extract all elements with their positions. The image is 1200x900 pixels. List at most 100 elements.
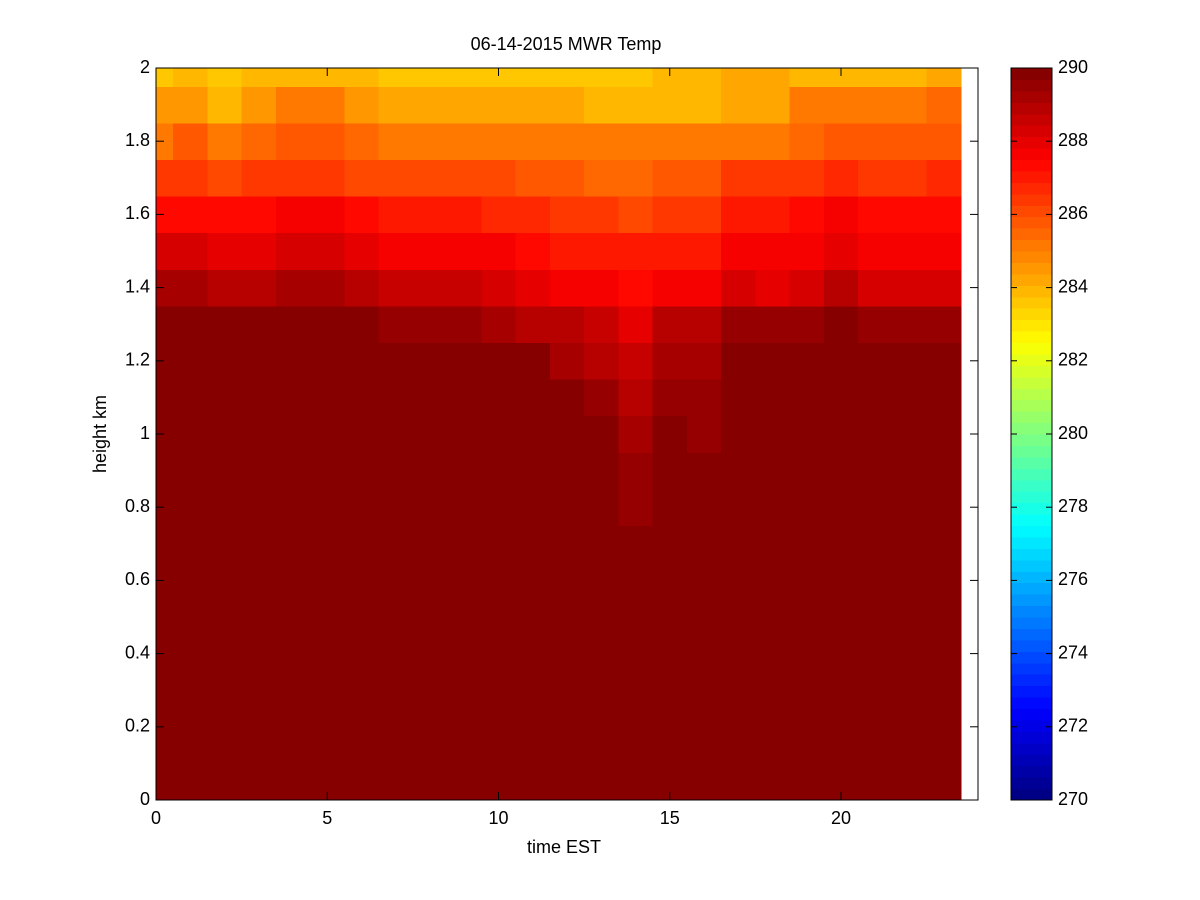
- heatmap-cell: [755, 525, 791, 563]
- heatmap-cell: [618, 379, 654, 417]
- heatmap-cell: [344, 745, 380, 783]
- heatmap-cell: [823, 86, 859, 124]
- heatmap-cell: [858, 305, 893, 343]
- heatmap-cell: [686, 269, 722, 307]
- heatmap-cell: [207, 562, 243, 600]
- heatmap-cell: [275, 452, 311, 490]
- heatmap-cell: [755, 562, 791, 600]
- heatmap-cell: [823, 635, 859, 673]
- x-tick-label: 0: [151, 808, 161, 828]
- heatmap-cell: [721, 269, 756, 307]
- heatmap-cell: [481, 745, 517, 783]
- colorbar-swatch: [1011, 445, 1052, 458]
- heatmap-cell: [447, 635, 482, 673]
- heatmap-cell: [926, 86, 962, 124]
- heatmap-cell: [412, 745, 448, 783]
- heatmap-cell: [721, 305, 756, 343]
- heatmap-cell: [549, 232, 585, 270]
- heatmap-cell: [447, 708, 482, 746]
- heatmap-cell: [378, 745, 414, 783]
- colorbar-swatch: [1011, 342, 1052, 355]
- heatmap-cell: [447, 562, 482, 600]
- heatmap-cell: [515, 671, 551, 709]
- heatmap-cell: [378, 232, 414, 270]
- x-tick-label: 5: [322, 808, 332, 828]
- heatmap-cell: [789, 525, 825, 563]
- colorbar-tick-label: 272: [1058, 716, 1088, 736]
- heatmap-cell: [789, 232, 825, 270]
- heatmap-cell: [412, 122, 448, 160]
- heatmap-cell: [207, 415, 243, 453]
- colorbar-tick-label: 282: [1058, 350, 1088, 370]
- heatmap-cell: [823, 122, 859, 160]
- colorbar-swatch: [1011, 777, 1052, 790]
- heatmap-cell: [789, 68, 825, 87]
- heatmap-cell: [549, 342, 585, 380]
- heatmap-cell: [344, 305, 380, 343]
- heatmap-cell: [241, 122, 277, 160]
- heatmap-cell: [721, 708, 756, 746]
- heatmap-cell: [173, 68, 208, 87]
- heatmap-cell: [515, 379, 551, 417]
- heatmap-cell: [618, 488, 654, 526]
- heatmap-cell: [378, 598, 414, 636]
- heatmap-cell: [549, 781, 585, 801]
- colorbar-swatch: [1011, 434, 1052, 446]
- colorbar-swatch: [1011, 331, 1052, 343]
- heatmap-cell: [892, 671, 928, 709]
- heatmap-cell: [310, 598, 345, 636]
- colorbar-swatch: [1011, 170, 1052, 183]
- heatmap-cell: [207, 379, 243, 417]
- heatmap-cell: [412, 159, 448, 197]
- heatmap-cell: [652, 342, 688, 380]
- heatmap-cell: [892, 525, 928, 563]
- heatmap-cell: [156, 488, 174, 526]
- heatmap-cell: [721, 159, 756, 197]
- heatmap-cell: [686, 598, 722, 636]
- heatmap-cell: [412, 232, 448, 270]
- heatmap-cell: [173, 232, 208, 270]
- heatmap-cell: [789, 708, 825, 746]
- heatmap-cell: [275, 708, 311, 746]
- heatmap-cell: [652, 598, 688, 636]
- heatmap-cell: [584, 196, 619, 234]
- heatmap-cell: [926, 68, 962, 87]
- heatmap-cell: [173, 196, 208, 234]
- heatmap-cell: [378, 122, 414, 160]
- heatmap-cell: [156, 525, 174, 563]
- heatmap-cell: [755, 452, 791, 490]
- heatmap-cell: [207, 122, 243, 160]
- heatmap-cell: [173, 159, 208, 197]
- heatmap-cell: [481, 671, 517, 709]
- heatmap-cell: [926, 635, 962, 673]
- heatmap-cell: [721, 745, 756, 783]
- heatmap-cell: [652, 122, 688, 160]
- heatmap-cell: [275, 379, 311, 417]
- heatmap-cell: [447, 488, 482, 526]
- heatmap-cell: [584, 708, 619, 746]
- colorbar-swatch: [1011, 536, 1052, 549]
- heatmap-cell: [241, 379, 277, 417]
- colorbar-swatch: [1011, 388, 1052, 401]
- heatmap-cell: [823, 379, 859, 417]
- heatmap-cell: [892, 196, 928, 234]
- y-tick-label: 2: [140, 57, 150, 77]
- heatmap-cell: [344, 525, 380, 563]
- colorbar-swatch: [1011, 68, 1052, 80]
- heatmap-cell: [275, 635, 311, 673]
- heatmap-cell: [344, 562, 380, 600]
- colorbar-swatch: [1011, 502, 1052, 515]
- heatmap-cell: [755, 635, 791, 673]
- heatmap-cell: [207, 452, 243, 490]
- heatmap-cell: [241, 452, 277, 490]
- heatmap-cell: [481, 635, 517, 673]
- heatmap-cell: [173, 122, 208, 160]
- heatmap-cell: [156, 379, 174, 417]
- heatmap-cell: [344, 781, 380, 801]
- heatmap-cell: [584, 415, 619, 453]
- colorbar-swatch: [1011, 273, 1052, 286]
- heatmap-cell: [823, 781, 859, 801]
- heatmap-cell: [378, 379, 414, 417]
- colorbar-tick-label: 280: [1058, 423, 1088, 443]
- heatmap-cell: [447, 269, 482, 307]
